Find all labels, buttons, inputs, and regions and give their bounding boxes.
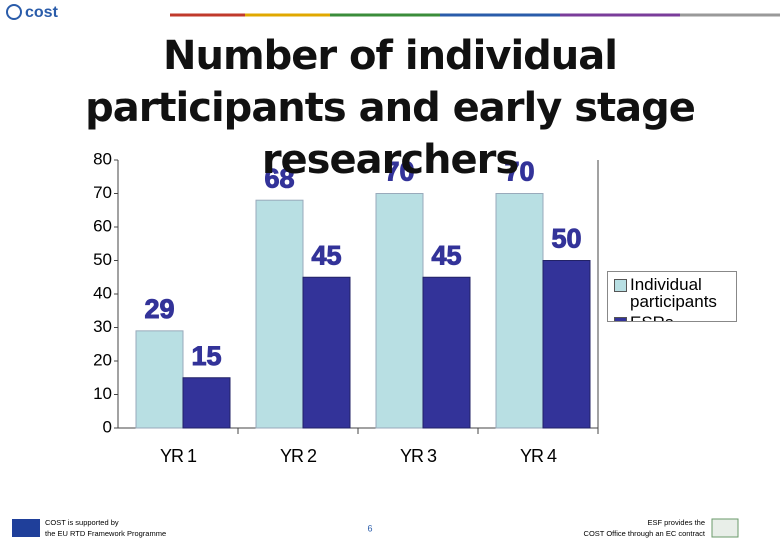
legend-swatch (614, 279, 627, 292)
y-tick-label: 30 (93, 317, 112, 336)
x-tick-label: YR 3 (400, 446, 437, 466)
data-label: 70 (504, 157, 534, 187)
eu-flag (12, 519, 40, 537)
logo: cost (25, 4, 59, 21)
legend: Individual participants ESRs (607, 271, 737, 322)
bar (422, 276, 471, 429)
bar (495, 193, 544, 429)
data-label: 68 (264, 163, 294, 193)
legend-label: ESRs (630, 313, 673, 321)
bar (375, 193, 424, 429)
data-label: 70 (384, 157, 414, 187)
chart-title: Number of individual participants and ea… (85, 33, 696, 183)
page-number: 6 (367, 523, 372, 533)
bar (255, 199, 304, 429)
data-label: 50 (551, 224, 581, 254)
logo-mark (6, 4, 22, 20)
data-label: 45 (311, 240, 341, 270)
bar (302, 276, 351, 429)
y-tick-label: 20 (93, 350, 112, 369)
footer-text: COST is supported by (45, 518, 119, 527)
legend-item: Individual participants (608, 276, 736, 310)
data-label: 29 (144, 294, 174, 324)
bar (182, 377, 231, 429)
data-label: 45 (431, 240, 461, 270)
esf-logo (711, 518, 739, 538)
x-tick-label: YR 1 (160, 446, 197, 466)
legend-item: ESRs (608, 313, 736, 321)
y-tick-label: 60 (93, 216, 112, 235)
footer-text: ESF provides the (647, 518, 705, 527)
bar (542, 260, 591, 429)
y-tick-label: 50 (93, 250, 112, 269)
bar (135, 330, 184, 429)
legend-swatch (614, 317, 627, 321)
footer-text: the EU RTD Framework Programme (45, 529, 166, 538)
y-tick-label: 80 (93, 149, 112, 168)
y-tick-label: 0 (103, 417, 112, 436)
legend-label: Individual participants (630, 275, 717, 311)
y-tick-label: 70 (93, 183, 112, 202)
x-tick-label: YR 2 (280, 446, 317, 466)
x-tick-label: YR 4 (520, 446, 557, 466)
data-label: 15 (191, 341, 221, 371)
footer-text: COST Office through an EC contract (584, 529, 706, 538)
y-tick-label: 40 (93, 283, 112, 302)
y-tick-label: 10 (93, 384, 112, 403)
